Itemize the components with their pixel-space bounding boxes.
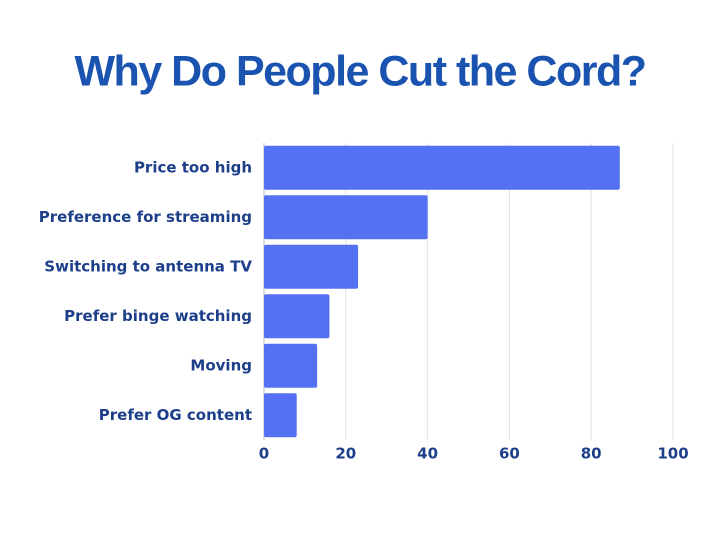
y-tick-label: Price too high bbox=[134, 158, 252, 176]
y-tick-label: Moving bbox=[190, 356, 252, 374]
x-tick-label: 80 bbox=[581, 445, 602, 463]
x-tick-label: 40 bbox=[417, 445, 438, 463]
x-tick-label: 20 bbox=[335, 445, 356, 463]
bar bbox=[264, 343, 318, 388]
y-tick-label: Preference for streaming bbox=[39, 208, 252, 226]
y-tick-label: Switching to antenna TV bbox=[44, 257, 252, 275]
x-tick-label: 100 bbox=[657, 445, 688, 463]
y-tick-label: Prefer binge watching bbox=[64, 307, 252, 325]
y-tick-label: Prefer OG content bbox=[99, 406, 252, 424]
chart-title: Why Do People Cut the Cord? bbox=[74, 47, 645, 95]
bar bbox=[264, 195, 428, 240]
x-tick-label: 60 bbox=[499, 445, 520, 463]
bar bbox=[264, 393, 297, 438]
bar bbox=[264, 294, 330, 339]
bar bbox=[264, 145, 620, 190]
bar bbox=[264, 244, 359, 289]
x-tick-label: 0 bbox=[259, 445, 269, 463]
